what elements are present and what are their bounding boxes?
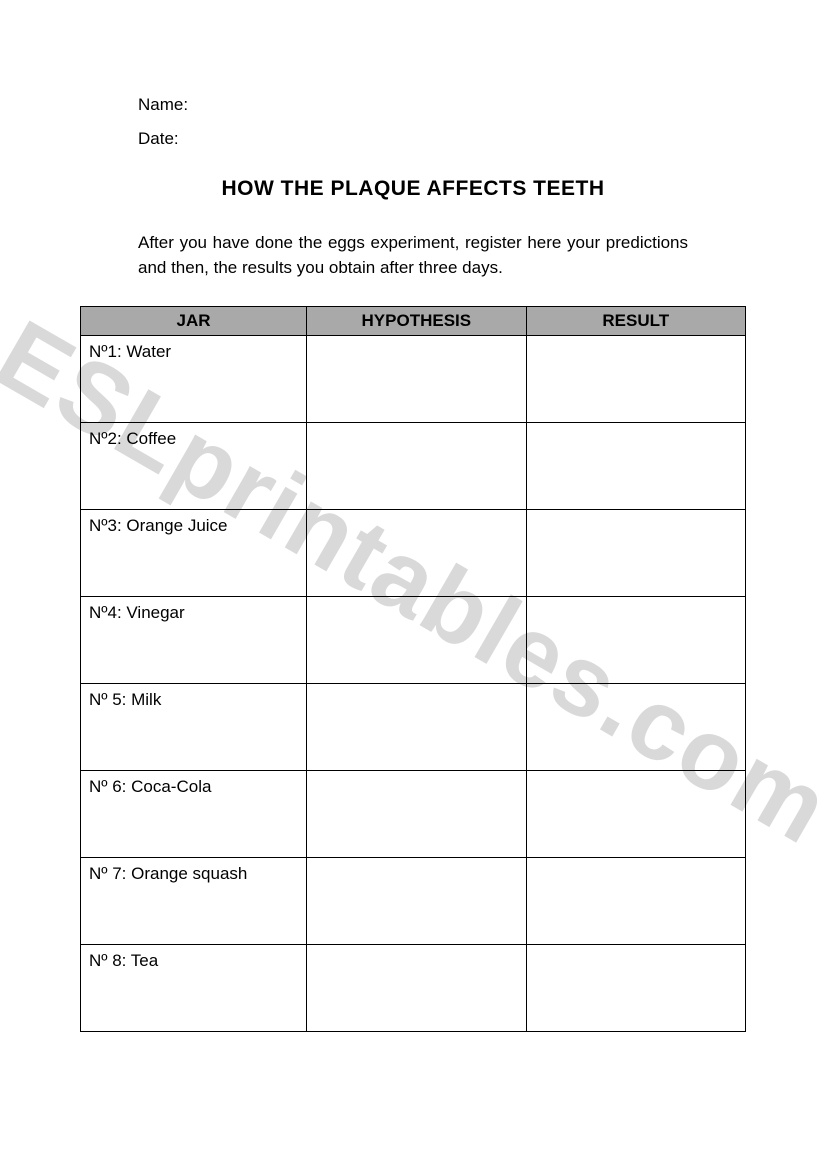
cell-result[interactable] — [526, 945, 745, 1032]
table-row: Nº2: Coffee — [81, 423, 746, 510]
cell-hypothesis[interactable] — [307, 684, 526, 771]
worksheet-page: Name: Date: HOW THE PLAQUE AFFECTS TEETH… — [0, 0, 826, 1032]
table-header-row: JAR HYPOTHESIS RESULT — [81, 307, 746, 336]
cell-result[interactable] — [526, 771, 745, 858]
cell-jar: Nº 7: Orange squash — [81, 858, 307, 945]
cell-jar: Nº2: Coffee — [81, 423, 307, 510]
table-row: Nº3: Orange Juice — [81, 510, 746, 597]
cell-result[interactable] — [526, 423, 745, 510]
header-jar: JAR — [81, 307, 307, 336]
cell-hypothesis[interactable] — [307, 597, 526, 684]
table-row: Nº 5: Milk — [81, 684, 746, 771]
cell-result[interactable] — [526, 858, 745, 945]
date-field-label: Date: — [80, 129, 746, 149]
header-result: RESULT — [526, 307, 745, 336]
cell-hypothesis[interactable] — [307, 771, 526, 858]
cell-jar: Nº1: Water — [81, 336, 307, 423]
cell-result[interactable] — [526, 336, 745, 423]
table-row: Nº 7: Orange squash — [81, 858, 746, 945]
cell-hypothesis[interactable] — [307, 945, 526, 1032]
page-title: HOW THE PLAQUE AFFECTS TEETH — [80, 177, 746, 201]
cell-jar: Nº 6: Coca-Cola — [81, 771, 307, 858]
header-hypothesis: HYPOTHESIS — [307, 307, 526, 336]
cell-hypothesis[interactable] — [307, 858, 526, 945]
instructions-text: After you have done the eggs experiment,… — [80, 231, 746, 280]
cell-jar: Nº 5: Milk — [81, 684, 307, 771]
name-field-label: Name: — [80, 95, 746, 115]
cell-hypothesis[interactable] — [307, 510, 526, 597]
table-row: Nº 6: Coca-Cola — [81, 771, 746, 858]
cell-hypothesis[interactable] — [307, 423, 526, 510]
cell-jar: Nº 8: Tea — [81, 945, 307, 1032]
table-row: Nº1: Water — [81, 336, 746, 423]
cell-result[interactable] — [526, 510, 745, 597]
table-row: Nº 8: Tea — [81, 945, 746, 1032]
cell-jar: Nº3: Orange Juice — [81, 510, 307, 597]
experiment-table: JAR HYPOTHESIS RESULT Nº1: Water Nº2: Co… — [80, 306, 746, 1032]
cell-result[interactable] — [526, 684, 745, 771]
cell-jar: Nº4: Vinegar — [81, 597, 307, 684]
cell-hypothesis[interactable] — [307, 336, 526, 423]
table-row: Nº4: Vinegar — [81, 597, 746, 684]
cell-result[interactable] — [526, 597, 745, 684]
